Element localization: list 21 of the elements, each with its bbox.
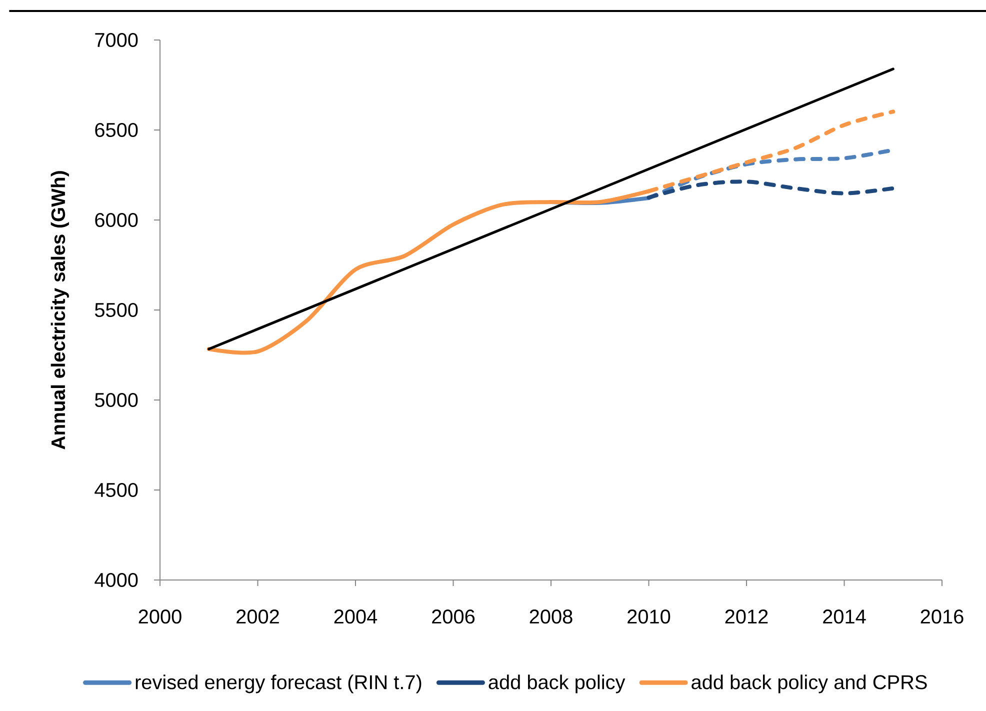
x-tick-label: 2008 [530,610,572,624]
x-tick-label: 2010 [628,610,670,624]
y-tick-label: 7000 [95,32,138,48]
x-tick-label: 2004 [334,610,378,624]
y-tick-label: 5500 [94,302,138,318]
y-tick-label: 4000 [94,572,138,588]
x-tick-label: 2016 [920,610,964,624]
y-axis-title: Annual electricity sales (GWh) [50,171,69,450]
x-tick-label: 2014 [823,610,866,624]
y-tick-label: 6000 [95,212,138,228]
x-tick-label: 2006 [432,610,475,624]
y-tick-label: 4500 [94,482,138,498]
y-tick-label: 6500 [95,122,138,138]
y-tick-label: 5000 [94,392,138,408]
legend-label: add back policy and CPRS [692,674,927,694]
legend-label: revised energy forecast (RIN t.7) [136,674,422,694]
line-series [646,180,896,200]
legend-label: add back policy [488,674,626,694]
x-tick-label: 2000 [138,610,182,624]
x-tick-label: 2002 [236,610,279,624]
x-tick-label: 2012 [725,610,768,624]
